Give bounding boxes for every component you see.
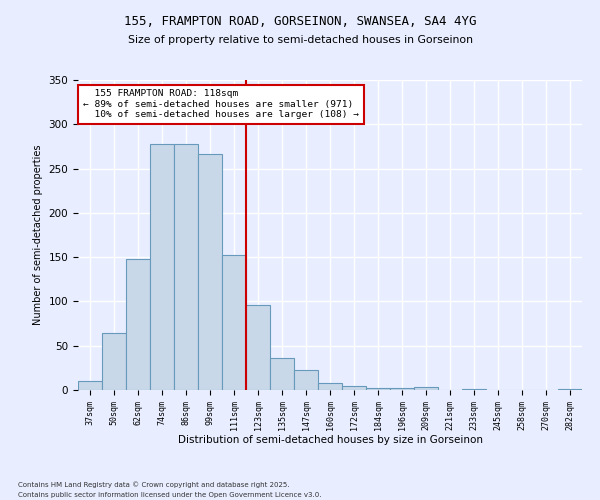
Y-axis label: Number of semi-detached properties: Number of semi-detached properties <box>33 145 43 325</box>
Bar <box>390 388 414 390</box>
Text: 155 FRAMPTON ROAD: 118sqm
← 89% of semi-detached houses are smaller (971)
  10% : 155 FRAMPTON ROAD: 118sqm ← 89% of semi-… <box>83 90 359 119</box>
Bar <box>78 381 102 390</box>
Text: Contains public sector information licensed under the Open Government Licence v3: Contains public sector information licen… <box>18 492 322 498</box>
Bar <box>150 144 174 390</box>
Bar <box>414 388 438 390</box>
Bar <box>174 144 198 390</box>
Bar <box>366 388 390 390</box>
Text: Size of property relative to semi-detached houses in Gorseinon: Size of property relative to semi-detach… <box>128 35 473 45</box>
Bar <box>318 383 342 390</box>
Bar <box>246 305 270 390</box>
Bar <box>294 370 318 390</box>
Bar <box>222 256 246 390</box>
Bar <box>462 389 486 390</box>
Bar <box>270 358 294 390</box>
Bar <box>126 259 150 390</box>
Bar <box>558 389 582 390</box>
Bar <box>198 154 222 390</box>
Text: Contains HM Land Registry data © Crown copyright and database right 2025.: Contains HM Land Registry data © Crown c… <box>18 481 290 488</box>
X-axis label: Distribution of semi-detached houses by size in Gorseinon: Distribution of semi-detached houses by … <box>178 436 482 446</box>
Text: 155, FRAMPTON ROAD, GORSEINON, SWANSEA, SA4 4YG: 155, FRAMPTON ROAD, GORSEINON, SWANSEA, … <box>124 15 476 28</box>
Bar <box>102 334 126 390</box>
Bar <box>342 386 366 390</box>
